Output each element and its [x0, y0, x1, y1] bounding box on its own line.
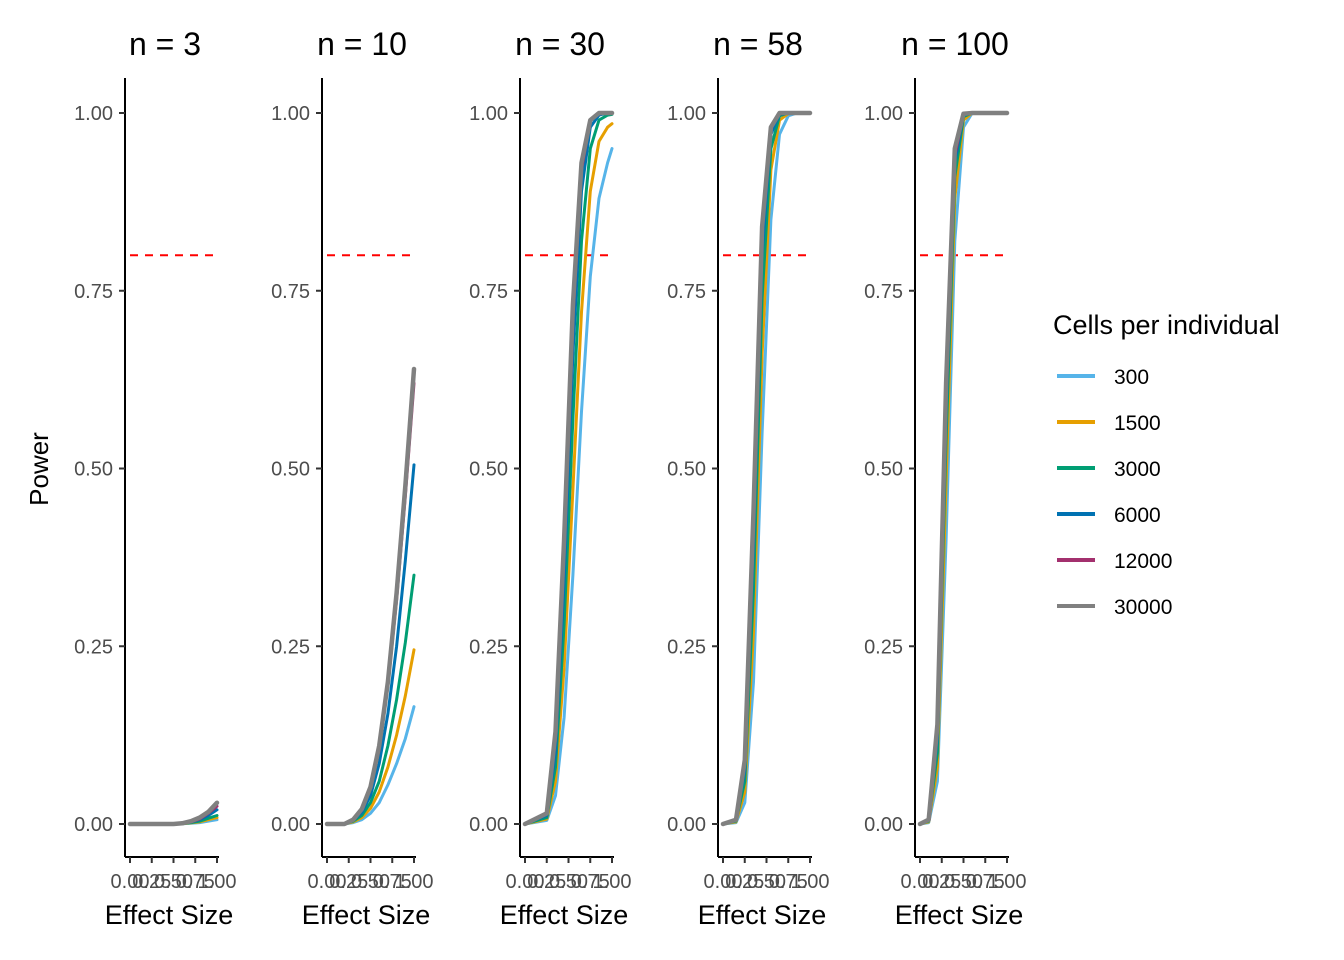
- x-tick-label: 0.50: [351, 871, 390, 893]
- y-tick-label: 0.25: [271, 636, 310, 658]
- y-tick-label: 0.00: [271, 814, 310, 836]
- y-tick-label: 1.00: [74, 103, 113, 125]
- y-axis-title: Power: [24, 432, 54, 506]
- x-tick-label: 0.00: [704, 871, 743, 893]
- y-tick-label: 0.00: [864, 814, 903, 836]
- x-tick-label: 1.00: [593, 871, 632, 893]
- x-tick-label: 1.00: [395, 871, 434, 893]
- y-tick-label: 0.75: [271, 281, 310, 303]
- power-curve-3000: [918, 111, 1009, 826]
- y-tick-label: 0.50: [271, 459, 310, 481]
- y-tick-label: 0.75: [74, 281, 113, 303]
- x-tick-label: 0.25: [329, 871, 368, 893]
- x-tick-label: 0.75: [966, 871, 1005, 893]
- panel-title: n = 100: [901, 26, 1009, 62]
- panel-title: n = 10: [317, 26, 407, 62]
- x-tick-label: 0.00: [506, 871, 545, 893]
- y-tick-label: 1.00: [667, 103, 706, 125]
- power-curve-300: [918, 111, 1009, 826]
- y-tick-label: 1.00: [271, 103, 310, 125]
- y-tick-label: 1.00: [469, 103, 508, 125]
- power-curve-30000: [324, 366, 417, 827]
- x-axis-title: Effect Size: [302, 900, 431, 930]
- y-tick-label: 0.00: [469, 814, 508, 836]
- x-tick-label: 0.50: [549, 871, 588, 893]
- y-tick-label: 0.25: [864, 636, 903, 658]
- legend-label: 6000: [1114, 504, 1161, 527]
- x-axis-title: Effect Size: [105, 900, 234, 930]
- x-axis-title: Effect Size: [895, 900, 1024, 930]
- x-tick-label: 0.25: [132, 871, 171, 893]
- x-axis-title: Effect Size: [500, 900, 629, 930]
- y-tick-label: 0.25: [469, 636, 508, 658]
- power-curve-30000: [522, 110, 615, 827]
- x-tick-label: 0.75: [571, 871, 610, 893]
- x-tick-label: 0.50: [154, 871, 193, 893]
- x-tick-label: 0.00: [308, 871, 347, 893]
- x-tick-label: 1.00: [198, 871, 237, 893]
- x-tick-label: 0.75: [373, 871, 412, 893]
- power-curve-30000: [917, 110, 1010, 827]
- power-curve-1500: [918, 111, 1009, 826]
- x-tick-label: 0.00: [901, 871, 940, 893]
- panel-title: n = 58: [713, 26, 803, 62]
- power-curve-30000: [720, 110, 813, 827]
- legend-label: 30000: [1114, 596, 1172, 619]
- y-tick-label: 0.50: [469, 459, 508, 481]
- power-curve-12000: [918, 111, 1009, 826]
- x-tick-label: 0.50: [944, 871, 983, 893]
- y-tick-label: 0.75: [864, 281, 903, 303]
- x-axis-title: Effect Size: [698, 900, 827, 930]
- y-tick-label: 0.00: [667, 814, 706, 836]
- legend-label: 300: [1114, 366, 1149, 389]
- x-tick-label: 0.50: [747, 871, 786, 893]
- x-tick-label: 1.00: [791, 871, 830, 893]
- legend-label: 12000: [1114, 550, 1172, 573]
- x-tick-label: 0.25: [527, 871, 566, 893]
- panel-title: n = 30: [515, 26, 605, 62]
- y-tick-label: 0.50: [864, 459, 903, 481]
- x-tick-label: 0.25: [922, 871, 961, 893]
- y-tick-label: 1.00: [864, 103, 903, 125]
- y-tick-label: 0.25: [667, 636, 706, 658]
- x-tick-label: 1.00: [988, 871, 1027, 893]
- y-tick-label: 0.50: [74, 459, 113, 481]
- power-curve-30000: [127, 800, 220, 827]
- y-tick-label: 0.75: [667, 281, 706, 303]
- power-curve-3000: [721, 111, 812, 826]
- power-curve-6000: [918, 111, 1009, 826]
- x-tick-label: 0.75: [769, 871, 808, 893]
- panel-title: n = 3: [129, 26, 201, 62]
- x-tick-label: 0.75: [176, 871, 215, 893]
- legend-label: 3000: [1114, 458, 1161, 481]
- y-tick-label: 0.00: [74, 814, 113, 836]
- y-tick-label: 0.25: [74, 636, 113, 658]
- y-tick-label: 0.50: [667, 459, 706, 481]
- power-curve-300: [523, 147, 614, 826]
- legend-label: 1500: [1114, 412, 1161, 435]
- x-tick-label: 0.00: [111, 871, 150, 893]
- x-tick-label: 0.25: [725, 871, 764, 893]
- y-tick-label: 0.75: [469, 281, 508, 303]
- legend-title: Cells per individual: [1053, 310, 1280, 340]
